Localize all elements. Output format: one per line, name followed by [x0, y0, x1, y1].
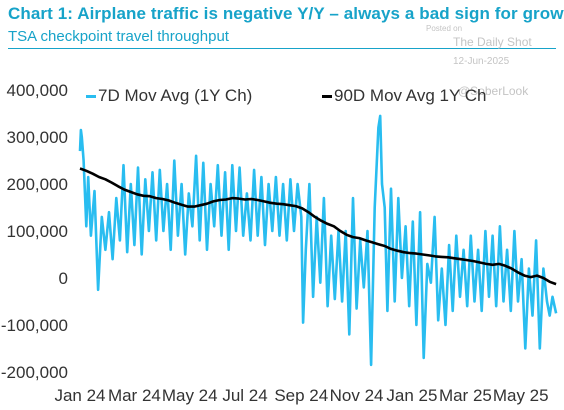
legend-swatch-90d [322, 95, 332, 99]
x-tick-label: Nov 24 [330, 386, 384, 405]
x-tick-label: Jan 24 [54, 386, 105, 405]
watermark-handle: @SoberLook [458, 84, 529, 98]
y-tick-label: -200,000 [1, 363, 68, 382]
x-tick-label: May 25 [493, 386, 549, 405]
x-tick-label: Mar 25 [439, 386, 492, 405]
title-divider [8, 48, 556, 49]
legend-item-90d: 90D Mov Avg 1Y Ch [322, 86, 486, 106]
watermark-date: 12-Jun-2025 [453, 56, 510, 67]
series-line-90d [79, 167, 557, 286]
y-tick-label: 400,000 [7, 81, 68, 100]
y-tick-label: 300,000 [7, 128, 68, 147]
x-tick-label: May 24 [162, 386, 218, 405]
watermark-source: The Daily Shot [453, 35, 532, 49]
y-tick-label: 0 [59, 269, 68, 288]
series-lines [78, 114, 558, 367]
chart-title: Chart 1: Airplane traffic is negative Y/… [8, 4, 564, 23]
x-axis-tick-labels: Jan 24 Mar 24 May 24 Jul 24 Sep 24 Nov 24 Jan … [54, 386, 548, 405]
x-tick-label: Sep 24 [274, 386, 328, 405]
y-axis-tick-labels: 400,000 300,000 200,000 100,000 0 -100,000 -20… [1, 81, 68, 382]
legend-item-7d: 7D Mov Avg (1Y Ch) [86, 86, 252, 106]
y-tick-label: -100,000 [1, 316, 68, 335]
x-tick-label: Jul 24 [222, 386, 267, 405]
x-tick-label: Jan 25 [386, 386, 437, 405]
chart-subtitle: TSA checkpoint travel throughput [8, 28, 229, 45]
y-tick-label: 200,000 [7, 175, 68, 194]
legend-swatch-7d [86, 95, 96, 99]
watermark-posted-on: Posted on [426, 24, 463, 33]
series-line-7d [78, 114, 558, 367]
y-tick-label: 100,000 [7, 222, 68, 241]
x-tick-label: Mar 24 [108, 386, 161, 405]
legend-label-7d: 7D Mov Avg (1Y Ch) [98, 86, 253, 105]
legend-label-90d: 90D Mov Avg 1Y Ch [334, 86, 487, 105]
